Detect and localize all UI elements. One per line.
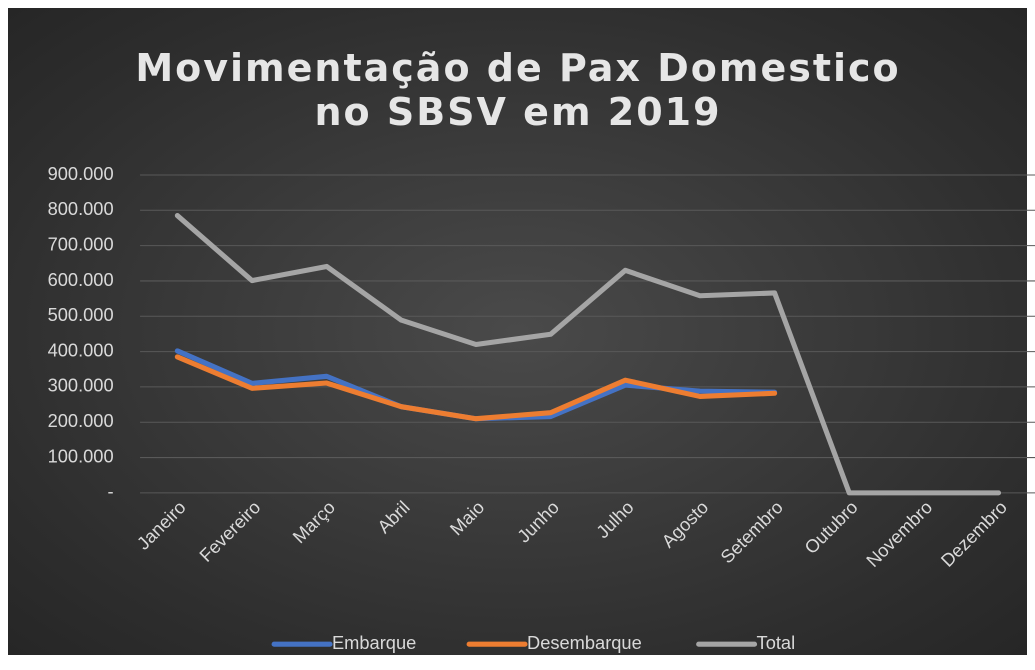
- x-tick-label: Agosto: [657, 496, 712, 551]
- y-tick-label: 200.000: [48, 410, 114, 431]
- x-tick-label: Setembro: [716, 496, 787, 567]
- y-tick-label: 100.000: [48, 445, 114, 466]
- x-tick-label: Março: [288, 496, 339, 547]
- y-tick-label: -: [108, 481, 114, 502]
- x-tick-label: Abril: [373, 496, 414, 537]
- x-tick-label: Janeiro: [132, 496, 189, 553]
- chart: - 100.000 200.000 300.000 400.000 500.000 600.…: [48, 163, 1035, 653]
- legend-item: Desembarque: [466, 632, 642, 653]
- series-line: [174, 354, 778, 422]
- y-tick-label: 400.000: [48, 339, 114, 360]
- x-tick-label: Junho: [513, 496, 563, 546]
- y-tick-label: 900.000: [48, 163, 114, 184]
- legend-label: Total: [757, 632, 796, 653]
- legend-label: Embarque: [332, 632, 416, 653]
- legend-label: Desembarque: [527, 632, 642, 653]
- y-tick-label: 800.000: [48, 198, 114, 219]
- y-tick-label: 500.000: [48, 304, 114, 325]
- legend-item: Total: [696, 632, 796, 653]
- y-tick-label: 300.000: [48, 375, 114, 396]
- x-tick-label: Dezembro: [936, 496, 1010, 570]
- y-tick-label: 700.000: [48, 233, 114, 254]
- x-tick-label: Fevereiro: [195, 496, 264, 565]
- x-tick-label: Novembro: [862, 496, 936, 570]
- legend-item: Embarque: [271, 632, 416, 653]
- x-tick-label: Outubro: [800, 496, 862, 558]
- chart-title: Movimentação de Pax Domestico no SBSV em…: [135, 46, 901, 134]
- x-tick-label: Maio: [445, 496, 488, 539]
- y-tick-label: 600.000: [48, 269, 114, 290]
- chart-area: Movimentação de Pax Domestico no SBSV em…: [8, 8, 1035, 655]
- x-tick-label: Julho: [592, 496, 638, 542]
- series-line: [174, 213, 1002, 496]
